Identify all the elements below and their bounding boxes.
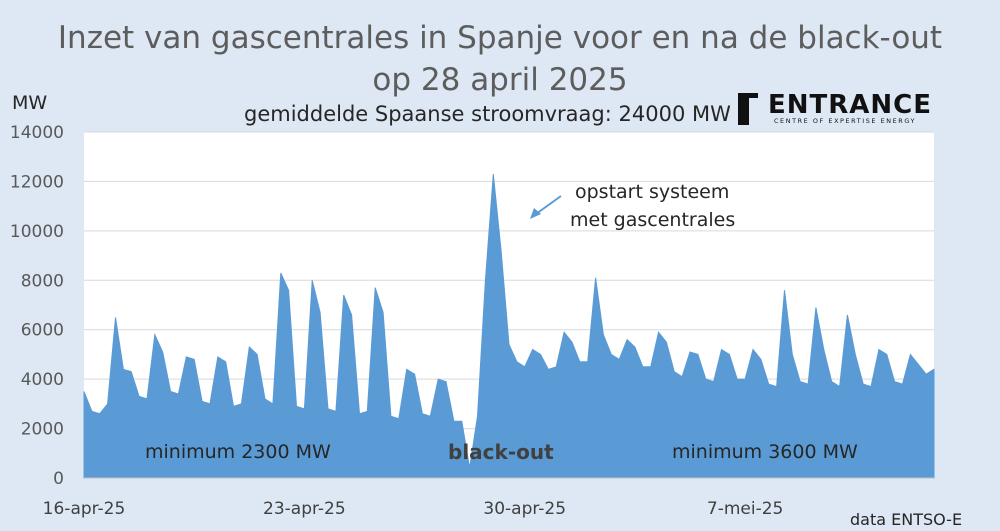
restart-label-line1: opstart systeem bbox=[575, 181, 729, 203]
y-tick-label: 10000 bbox=[10, 222, 64, 242]
gas-output-area bbox=[83, 173, 935, 479]
x-tick-label: 7-mei-25 bbox=[707, 499, 783, 519]
x-axis-ticks: 16-apr-25 23-apr-25 30-apr-25 7-mei-25 bbox=[43, 499, 784, 519]
entrance-logo: ENTRANCE CENTRE OF EXPERTISE ENERGY bbox=[738, 90, 950, 129]
restart-arrowhead bbox=[530, 208, 541, 219]
y-tick-label: 14000 bbox=[10, 123, 64, 143]
y-tick-label: 6000 bbox=[21, 321, 64, 341]
x-tick-label: 16-apr-25 bbox=[43, 499, 126, 519]
y-axis-label: MW bbox=[12, 92, 48, 114]
chart-title-line2: op 28 april 2025 bbox=[372, 62, 628, 98]
y-tick-label: 2000 bbox=[21, 420, 64, 440]
restart-label-line2: met gascentrales bbox=[570, 209, 735, 231]
blackout-label: black-out bbox=[448, 440, 554, 464]
logo-bracket-icon bbox=[738, 93, 758, 125]
min-after-label: minimum 3600 MW bbox=[672, 441, 858, 463]
x-tick-label: 23-apr-25 bbox=[263, 499, 346, 519]
logo-tagline: CENTRE OF EXPERTISE ENERGY bbox=[774, 117, 917, 125]
x-tick-label: 30-apr-25 bbox=[483, 499, 566, 519]
y-tick-label: 8000 bbox=[21, 271, 64, 291]
y-tick-label: 0 bbox=[53, 469, 64, 489]
restart-arrow bbox=[535, 195, 562, 215]
y-axis-ticks: 0 2000 4000 6000 8000 10000 12000 14000 bbox=[10, 123, 64, 489]
min-before-label: minimum 2300 MW bbox=[145, 441, 331, 463]
y-tick-label: 12000 bbox=[10, 172, 64, 192]
logo-name: ENTRANCE bbox=[768, 90, 932, 120]
chart-title-line1: Inzet van gascentrales in Spanje voor en… bbox=[57, 20, 943, 56]
chart-subtitle: gemiddelde Spaanse stroomvraag: 24000 MW bbox=[244, 102, 731, 126]
data-source: data ENTSO-E bbox=[850, 510, 963, 529]
y-tick-label: 4000 bbox=[21, 370, 64, 390]
